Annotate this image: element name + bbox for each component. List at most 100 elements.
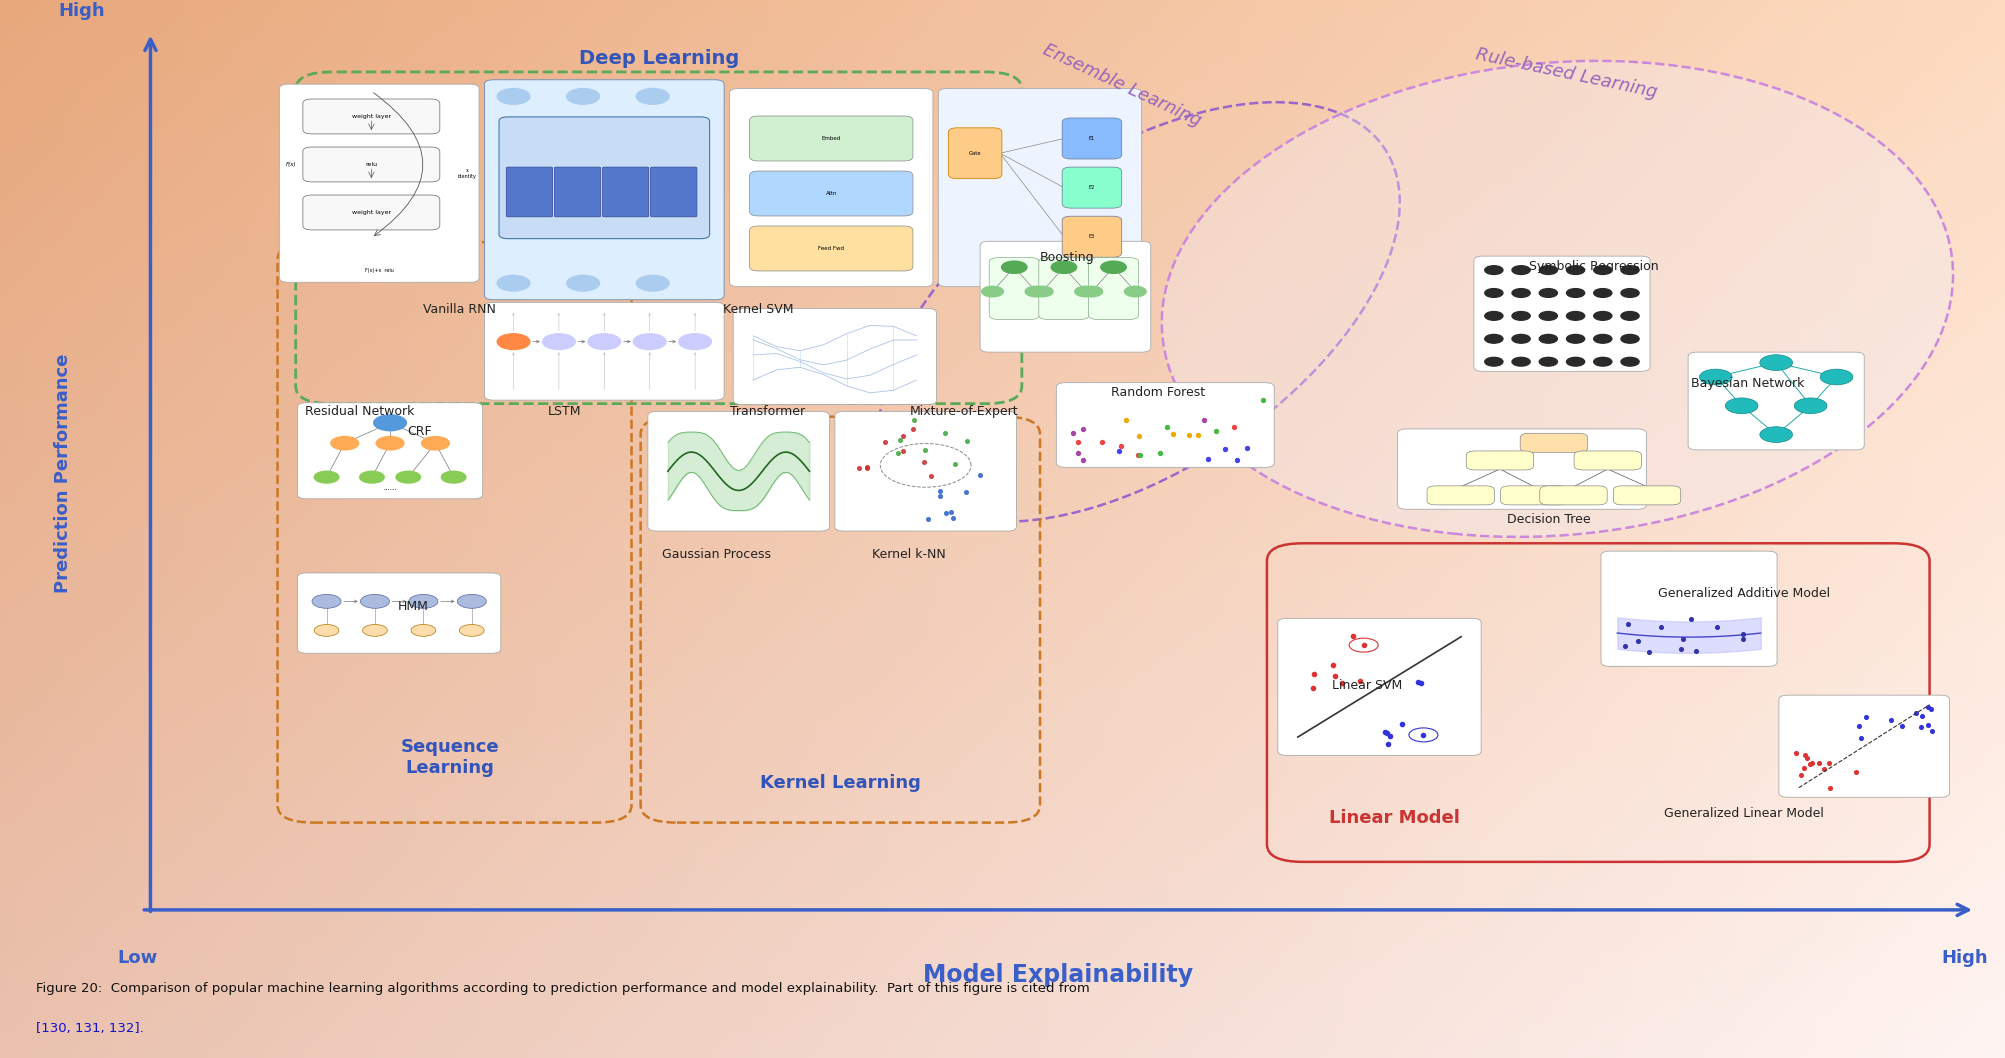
Point (850, 458, 882, 475)
Circle shape (1592, 358, 1612, 366)
Circle shape (1000, 261, 1027, 273)
Point (1778, 745, 1811, 762)
Point (1087, 434, 1119, 451)
Circle shape (1512, 289, 1530, 297)
Circle shape (1620, 266, 1638, 274)
Text: weight layer: weight layer (351, 114, 391, 118)
Point (1209, 440, 1241, 457)
Circle shape (1724, 398, 1756, 414)
Text: F(x)+x  relu: F(x)+x relu (365, 268, 393, 273)
Circle shape (1566, 289, 1584, 297)
Text: ......: ...... (383, 485, 397, 491)
FancyBboxPatch shape (1600, 551, 1776, 667)
Point (1849, 708, 1881, 725)
Point (1678, 642, 1710, 659)
Point (1899, 705, 1931, 722)
Point (1369, 724, 1401, 741)
FancyBboxPatch shape (1039, 258, 1089, 320)
Text: Generalized Linear Model: Generalized Linear Model (1664, 807, 1823, 820)
Circle shape (1538, 334, 1556, 343)
FancyBboxPatch shape (1057, 383, 1273, 468)
Circle shape (1566, 311, 1584, 321)
Point (1325, 675, 1357, 692)
Text: Symbolic Regression: Symbolic Regression (1528, 259, 1658, 273)
FancyBboxPatch shape (1426, 486, 1494, 505)
Point (1813, 754, 1845, 771)
Point (950, 433, 982, 450)
Circle shape (459, 624, 483, 636)
Text: HMM: HMM (399, 600, 429, 613)
Point (1109, 412, 1141, 428)
Circle shape (1538, 266, 1556, 274)
Point (1335, 627, 1367, 644)
FancyBboxPatch shape (1061, 167, 1121, 208)
Text: Bayesian Network: Bayesian Network (1690, 378, 1804, 390)
Circle shape (1484, 358, 1502, 366)
Circle shape (1620, 334, 1638, 343)
FancyBboxPatch shape (648, 412, 828, 531)
FancyBboxPatch shape (1612, 486, 1680, 505)
Point (1813, 780, 1845, 797)
Circle shape (1075, 287, 1097, 296)
Point (1315, 656, 1347, 673)
Circle shape (1484, 266, 1502, 274)
FancyBboxPatch shape (553, 167, 599, 217)
Circle shape (1819, 369, 1853, 385)
Point (1143, 444, 1175, 461)
Circle shape (1792, 398, 1827, 414)
Point (1404, 674, 1436, 691)
Text: Deep Learning: Deep Learning (577, 50, 738, 69)
Text: High: High (58, 1, 104, 20)
Circle shape (1592, 334, 1612, 343)
Text: Gaussian Process: Gaussian Process (662, 548, 772, 561)
Point (1905, 719, 1937, 736)
Point (1784, 766, 1817, 783)
Point (1700, 619, 1732, 636)
Circle shape (1592, 289, 1612, 297)
Circle shape (1566, 266, 1584, 274)
Point (1157, 426, 1189, 443)
Circle shape (634, 334, 666, 349)
Circle shape (1025, 287, 1047, 296)
Text: [130, 131, 132].: [130, 131, 132]. (36, 1022, 144, 1035)
Circle shape (457, 595, 485, 608)
Text: Generalized Additive Model: Generalized Additive Model (1658, 587, 1829, 600)
Circle shape (1484, 334, 1502, 343)
Point (1790, 749, 1823, 766)
Circle shape (395, 471, 421, 484)
Point (1373, 728, 1406, 745)
Circle shape (313, 595, 341, 608)
Circle shape (409, 595, 437, 608)
Circle shape (587, 334, 620, 349)
FancyBboxPatch shape (297, 403, 483, 498)
Point (938, 455, 970, 472)
FancyBboxPatch shape (1061, 216, 1121, 257)
Circle shape (497, 275, 529, 291)
Text: Residual Network: Residual Network (305, 405, 413, 418)
Circle shape (636, 89, 670, 105)
Circle shape (363, 624, 387, 636)
Point (1297, 665, 1329, 682)
Text: LSTM: LSTM (547, 405, 581, 418)
FancyBboxPatch shape (938, 89, 1141, 287)
Point (1061, 434, 1093, 451)
FancyBboxPatch shape (750, 171, 912, 216)
FancyBboxPatch shape (303, 147, 439, 182)
Circle shape (567, 275, 599, 291)
Circle shape (1051, 261, 1077, 273)
Point (1843, 717, 1875, 734)
Circle shape (373, 415, 407, 431)
FancyBboxPatch shape (485, 79, 724, 299)
Circle shape (1758, 354, 1792, 370)
Circle shape (1484, 311, 1502, 321)
Circle shape (411, 624, 435, 636)
FancyBboxPatch shape (750, 116, 912, 161)
Point (1123, 446, 1155, 463)
Circle shape (1538, 289, 1556, 297)
Circle shape (1538, 311, 1556, 321)
Text: Sequence
Learning: Sequence Learning (401, 737, 499, 777)
Text: E1: E1 (1089, 136, 1095, 141)
FancyBboxPatch shape (499, 116, 710, 239)
Text: Rule-based Learning: Rule-based Learning (1474, 45, 1658, 102)
Circle shape (441, 471, 465, 484)
